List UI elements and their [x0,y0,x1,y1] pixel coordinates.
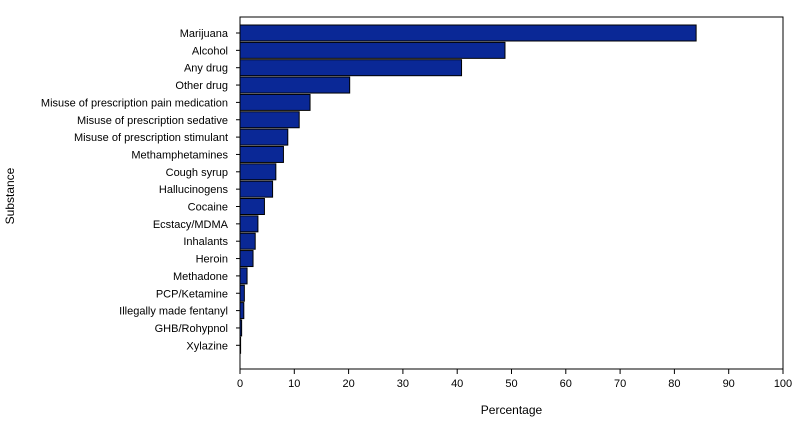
category-label-ecstacy-mdma: Ecstacy/MDMA [153,219,229,231]
bar-misuse-of-prescription-pain-medication [239,93,311,111]
bar-alcohol [239,41,506,59]
category-label-inhalants: Inhalants [183,236,228,248]
category-label-methadone: Methadone [173,271,228,283]
category-label-misuse-of-prescription-sedative: Misuse of prescription sedative [77,115,228,127]
bar-methamphetamines [239,145,284,163]
bar-methadone [239,267,248,285]
category-label-marijuana: Marijuana [180,28,229,40]
bar-misuse-of-prescription-stimulant [239,128,289,146]
x-tick-label: 100 [774,378,792,390]
x-axis-title: Percentage [481,403,543,417]
category-label-heroin: Heroin [196,254,228,266]
x-tick-label: 80 [668,378,680,390]
x-axis-ticks: 0 10 20 30 40 50 60 70 80 90 100 [237,369,792,390]
bar-heroin [239,250,254,268]
bar-cough-syrup [239,163,277,181]
bar-any-drug [239,59,463,77]
x-tick-label: 60 [560,378,572,390]
category-label-pcp-ketamine: PCP/Ketamine [156,288,228,300]
category-label-cocaine: Cocaine [188,202,228,214]
bars-layer [239,24,697,354]
category-label-methamphetamines: Methamphetamines [131,149,228,161]
bar-inhalants [239,232,256,250]
category-label-other-drug: Other drug [175,80,228,92]
category-label-illegally-made-fentanyl: Illegally made fentanyl [119,306,228,318]
x-tick-label: 30 [397,378,409,390]
y-axis-title: Substance [3,167,17,224]
category-label-alcohol: Alcohol [192,45,228,57]
category-label-hallucinogens: Hallucinogens [159,184,229,196]
category-labels: Marijuana Alcohol Any drug Other drug Misuse… [41,28,240,352]
x-tick-label: 0 [237,378,243,390]
bar-misuse-of-prescription-sedative [239,111,300,129]
category-label-cough-syrup: Cough syrup [166,167,228,179]
bar-pcp-ketamine [239,284,245,302]
bar-illegally-made-fentanyl [239,302,245,320]
category-label-ghb-rohypnol: GHB/Rohypnol [155,323,228,335]
category-label-misuse-of-prescription-pain-medication: Misuse of prescription pain medication [41,97,228,109]
x-tick-label: 90 [723,378,735,390]
x-tick-label: 40 [451,378,463,390]
bar-hallucinogens [239,180,274,198]
category-label-any-drug: Any drug [184,63,228,75]
bar-other-drug [239,76,351,94]
category-label-xylazine: Xylazine [186,340,228,352]
bar-marijuana [239,24,697,42]
x-tick-label: 20 [342,378,354,390]
x-tick-label: 10 [288,378,300,390]
x-tick-label: 70 [614,378,626,390]
x-tick-label: 50 [505,378,517,390]
plot-frame [239,16,784,370]
category-label-misuse-of-prescription-stimulant: Misuse of prescription stimulant [74,132,228,144]
bar-ecstacy-mdma [239,215,259,233]
bar-cocaine [239,198,265,215]
